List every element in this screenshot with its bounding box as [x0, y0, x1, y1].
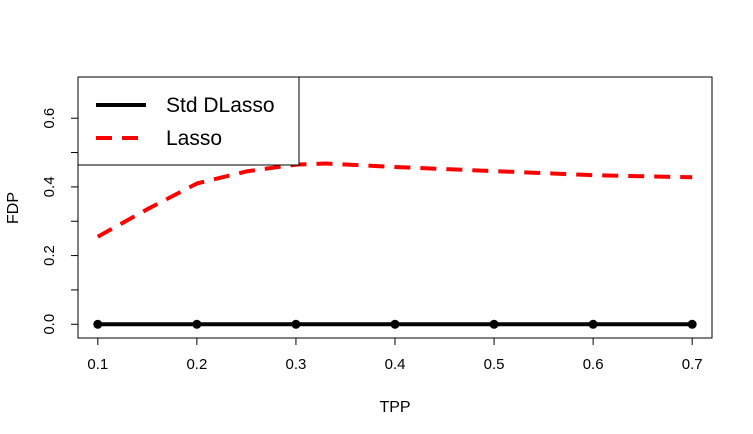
x-axis: 0.1 0.2 0.3 0.4 0.5 0.6 0.7	[87, 337, 703, 373]
data-point-std-dlasso	[390, 319, 400, 329]
y-tick-label: 0.6	[41, 108, 58, 129]
legend: Std DLasso Lasso	[77, 76, 300, 166]
x-axis-title: TPP	[379, 399, 410, 416]
series-line-lasso	[96, 161, 693, 239]
legend-label-std-dlasso: Std DLasso	[166, 94, 275, 117]
y-tick-label: 0.2	[41, 245, 58, 266]
legend-box	[77, 76, 300, 166]
series-layer	[93, 161, 697, 329]
data-point-std-dlasso	[588, 319, 598, 329]
data-point-std-dlasso	[291, 319, 301, 329]
x-tick-label: 0.7	[682, 356, 703, 373]
x-tick-label: 0.3	[286, 356, 307, 373]
data-point-std-dlasso	[687, 319, 697, 329]
y-axis-title: FDP	[5, 192, 22, 224]
data-point-std-dlasso	[93, 319, 103, 329]
y-tick-label: 0.0	[41, 314, 58, 335]
legend-label-lasso: Lasso	[166, 127, 222, 150]
data-point-std-dlasso	[489, 319, 499, 329]
x-tick-label: 0.1	[87, 356, 108, 373]
x-tick-label: 0.2	[186, 356, 207, 373]
y-axis: 0.0 0.2 0.4 0.6	[41, 108, 79, 335]
x-tick-label: 0.4	[385, 356, 406, 373]
x-tick-label: 0.6	[583, 356, 604, 373]
data-point-std-dlasso	[192, 319, 202, 329]
x-tick-label: 0.5	[484, 356, 505, 373]
y-tick-label: 0.4	[41, 176, 58, 197]
